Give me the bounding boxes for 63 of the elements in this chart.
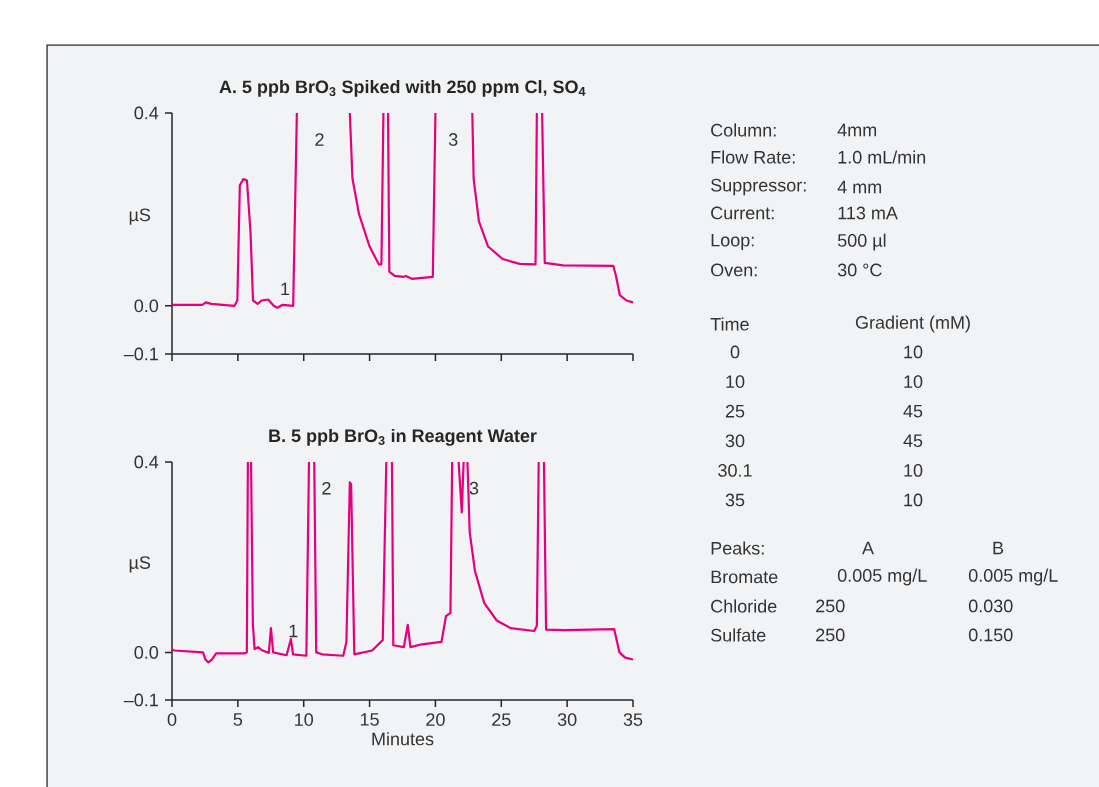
text: 500 µl — [837, 233, 886, 251]
text: Current: — [711, 206, 774, 220]
text: Time — [710, 317, 749, 331]
text: Sulfate — [711, 628, 766, 642]
text: 45 — [903, 434, 923, 448]
y-axis-title: µS — [129, 556, 151, 573]
text: 10 — [904, 464, 923, 477]
x-tick-label: 5 — [233, 713, 243, 726]
y-tick-label: 0.4 — [134, 106, 159, 120]
x-tick-label: 15 — [360, 713, 379, 726]
chart-title: A. 5 ppb BrO$_{3}$ Spiked with 250 ppm Cl, SO$_{4}$ — [219, 80, 586, 97]
text: Gradient (mM) — [855, 315, 970, 333]
annotation: 1 — [289, 624, 298, 638]
text: 4 mm — [837, 180, 882, 194]
y-axis-title: µS — [129, 208, 151, 225]
text: 10 — [904, 493, 923, 507]
text: 45 — [903, 404, 923, 418]
text: 0.150 — [968, 628, 1013, 642]
chart-title: B. 5 ppb BrO$_{3}$ in Reagent Water — [269, 428, 537, 446]
text: Chloride — [711, 599, 777, 613]
x-tick-label: 10 — [295, 713, 314, 726]
text: 1.0 mL/min — [838, 150, 926, 164]
text: 35 — [725, 493, 745, 507]
text: 30 — [725, 434, 745, 448]
text: B — [993, 541, 1004, 555]
text: Loop: — [711, 233, 754, 251]
x-tick-label: 0 — [167, 713, 177, 726]
text: 10 — [904, 345, 923, 359]
text: 0.030 — [968, 599, 1013, 613]
text: 0.005 mg/L — [968, 568, 1058, 586]
text: 25 — [725, 404, 745, 418]
x-axis-title: Minutes — [372, 732, 434, 746]
text: 250 — [816, 628, 845, 642]
text: 30.1 — [718, 464, 752, 477]
text: 0 — [730, 345, 740, 359]
annotation: 2 — [322, 481, 331, 495]
text: Suppressor: — [711, 178, 806, 196]
x-tick-label: 20 — [426, 713, 445, 726]
y-tick-label: –0.1 — [123, 347, 158, 361]
x-tick-label: 30 — [557, 713, 577, 726]
text: Bromate — [711, 570, 778, 584]
annotation: 1 — [281, 282, 290, 296]
y-tick-label: 0.4 — [134, 455, 159, 469]
text: 4mm — [837, 123, 877, 137]
text: 30 °C — [837, 263, 882, 277]
x-tick-label: 35 — [623, 713, 643, 726]
text: Column: — [711, 123, 776, 137]
text: A — [862, 541, 874, 555]
text: 10 — [904, 375, 923, 388]
text: 10 — [726, 375, 745, 388]
text: Flow Rate: — [711, 150, 795, 164]
text: 113 mA — [838, 206, 898, 220]
text: Oven: — [711, 263, 757, 277]
annotation: 3 — [448, 133, 458, 146]
annotation: 2 — [315, 133, 324, 146]
text: Peaks: — [711, 541, 764, 555]
text: 0.005 mg/L — [837, 568, 927, 586]
y-tick-label: 0.0 — [134, 299, 159, 313]
x-tick-label: 25 — [492, 713, 511, 726]
annotation: 3 — [469, 481, 479, 495]
y-tick-label: –0.1 — [123, 693, 158, 707]
text: 250 — [816, 599, 845, 613]
y-tick-label: 0.0 — [134, 646, 159, 659]
